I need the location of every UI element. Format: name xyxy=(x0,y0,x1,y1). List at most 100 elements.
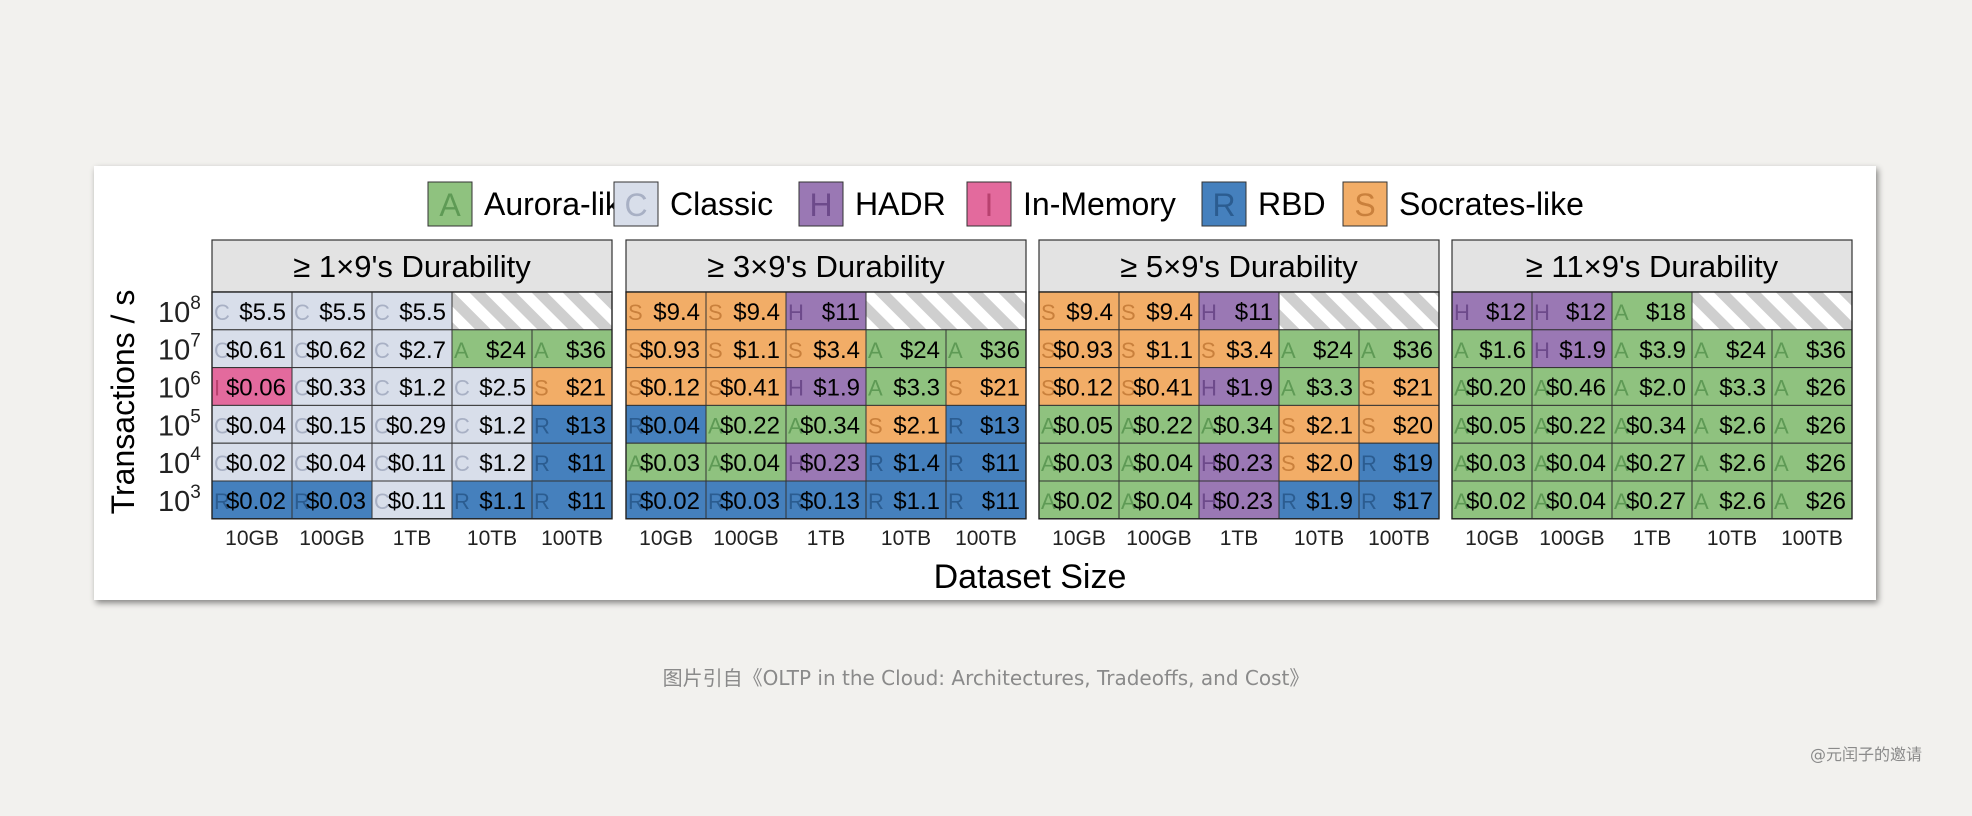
heatmap-cell: A $2.0 xyxy=(1611,367,1693,406)
cell-rect xyxy=(785,329,867,369)
heatmap-cell: C$0.11 xyxy=(371,442,453,482)
heatmap-cell: C$0.04 xyxy=(291,442,373,482)
cell-value-label: $2.1 xyxy=(893,412,940,439)
y-tick-exponent: 3 xyxy=(190,482,201,503)
cell-category-letter: H xyxy=(1201,376,1217,401)
cell-rect xyxy=(865,367,947,406)
cell-category-letter: R xyxy=(788,489,804,514)
x-tick-label: 100TB xyxy=(1781,527,1843,550)
cell-category-letter: S xyxy=(1281,413,1296,438)
cell-value-label: $0.03 xyxy=(720,488,780,515)
heatmap-cell: S $9.4 xyxy=(1118,291,1200,331)
cell-value-label: $2.6 xyxy=(1719,450,1766,477)
heatmap-cell: C$0.29 xyxy=(371,404,453,444)
cell-category-letter: H xyxy=(788,300,804,325)
cell-category-letter: A xyxy=(1121,489,1136,514)
cell-category-letter: I xyxy=(214,376,220,401)
legend-swatch xyxy=(1201,181,1247,227)
cell-category-letter: C xyxy=(374,413,390,438)
panel-frame xyxy=(625,291,1027,520)
cell-value-label: $24 xyxy=(900,337,940,364)
heatmap-cell: H$0.23 xyxy=(785,442,867,482)
cell-rect xyxy=(1198,291,1280,331)
heatmap-cell: H $1.9 xyxy=(1531,329,1613,369)
cell-value-label: $36 xyxy=(1393,337,1433,364)
cell-category-letter: R xyxy=(534,413,550,438)
cell-rect xyxy=(945,367,1027,406)
y-axis-label: Transactions / s xyxy=(105,290,141,515)
cell-category-letter: C xyxy=(374,338,390,363)
cell-value-label: $3.3 xyxy=(893,375,940,402)
cell-value-label: $0.05 xyxy=(1053,412,1113,439)
cell-category-letter: A xyxy=(1774,413,1789,438)
cell-rect xyxy=(1451,329,1533,369)
cell-value-label: $1.9 xyxy=(813,375,860,402)
cell-category-letter: A xyxy=(1454,489,1469,514)
cell-value-label: $0.04 xyxy=(306,450,366,477)
heatmap-cell: C$0.04 xyxy=(211,404,293,444)
cell-rect xyxy=(211,442,293,482)
y-tick-label: 108 xyxy=(158,293,201,329)
cell-rect xyxy=(1451,442,1533,482)
y-tick-exponent: 6 xyxy=(190,369,201,390)
cell-value-label: $9.4 xyxy=(1066,299,1113,326)
cell-category-letter: S xyxy=(1121,376,1136,401)
cell-category-letter: A xyxy=(1041,489,1056,514)
cell-value-label: $0.04 xyxy=(720,450,780,477)
cell-rect xyxy=(451,480,533,520)
heatmap-cell: A $36 xyxy=(531,329,613,369)
legend-swatch xyxy=(1342,181,1388,227)
legend-entry-S: S Socrates-like xyxy=(1342,181,1584,227)
cell-value-label: $0.11 xyxy=(388,450,446,477)
heatmap-cell: A $24 xyxy=(1691,329,1773,369)
x-tick-label: 10GB xyxy=(225,527,279,550)
cell-rect xyxy=(945,442,1027,482)
cell-rect xyxy=(1691,367,1773,406)
hatched-region xyxy=(1691,291,1853,331)
cell-rect xyxy=(1198,480,1280,520)
cell-category-letter: A xyxy=(1694,338,1709,363)
heatmap-cell: C $2.7 xyxy=(371,329,453,369)
cell-rect xyxy=(1611,442,1693,482)
heatmap-cell: A $36 xyxy=(1358,329,1440,369)
heatmap-cell: R$0.02 xyxy=(211,480,293,520)
cell-value-label: $0.34 xyxy=(1213,412,1273,439)
cell-rect xyxy=(1038,442,1120,482)
heatmap-cell: I $0.06 xyxy=(211,367,293,406)
y-tick-exponent: 8 xyxy=(190,293,201,314)
cell-rect xyxy=(291,404,373,444)
y-tick-label: 106 xyxy=(158,369,201,405)
x-tick-label: 1TB xyxy=(1220,527,1259,550)
cell-category-letter: R xyxy=(948,489,964,514)
cell-value-label: $1.1 xyxy=(479,488,526,515)
cell-value-label: $5.5 xyxy=(319,299,366,326)
heatmap-cell: R $11 xyxy=(945,442,1027,482)
heatmap-cell: S $9.4 xyxy=(625,291,707,331)
cell-value-label: $5.5 xyxy=(399,299,446,326)
cell-category-letter: S xyxy=(628,300,643,325)
cell-rect xyxy=(371,367,453,406)
cell-rect xyxy=(1771,404,1853,444)
heatmap-cell: S$0.41 xyxy=(705,367,787,406)
legend-entry-I: I In-Memory xyxy=(966,181,1176,227)
cell-rect xyxy=(1691,404,1773,444)
panel-frame xyxy=(1451,291,1853,520)
cell-rect xyxy=(451,367,533,406)
cell-value-label: $17 xyxy=(1393,488,1433,515)
cell-rect xyxy=(945,480,1027,520)
cell-rect xyxy=(1358,442,1440,482)
heatmap-cell: S $20 xyxy=(1358,404,1440,444)
cell-value-label: $13 xyxy=(566,412,606,439)
heatmap-cell: A $2.6 xyxy=(1691,480,1773,520)
cell-category-letter: S xyxy=(1121,300,1136,325)
heatmap-cell: S$0.93 xyxy=(625,329,707,369)
heatmap-cell: S $3.4 xyxy=(785,329,867,369)
cell-category-letter: C xyxy=(374,451,390,476)
cell-value-label: $0.20 xyxy=(1466,375,1526,402)
panel-cells: S $9.4 S $9.4 H $11S$0.93 S $1.1 S $3.4 A $24 A $36S$… xyxy=(1038,291,1440,520)
heatmap-cell: C $1.2 xyxy=(371,367,453,406)
cell-category-letter: H xyxy=(1454,300,1470,325)
cell-value-label: $0.13 xyxy=(800,488,860,515)
